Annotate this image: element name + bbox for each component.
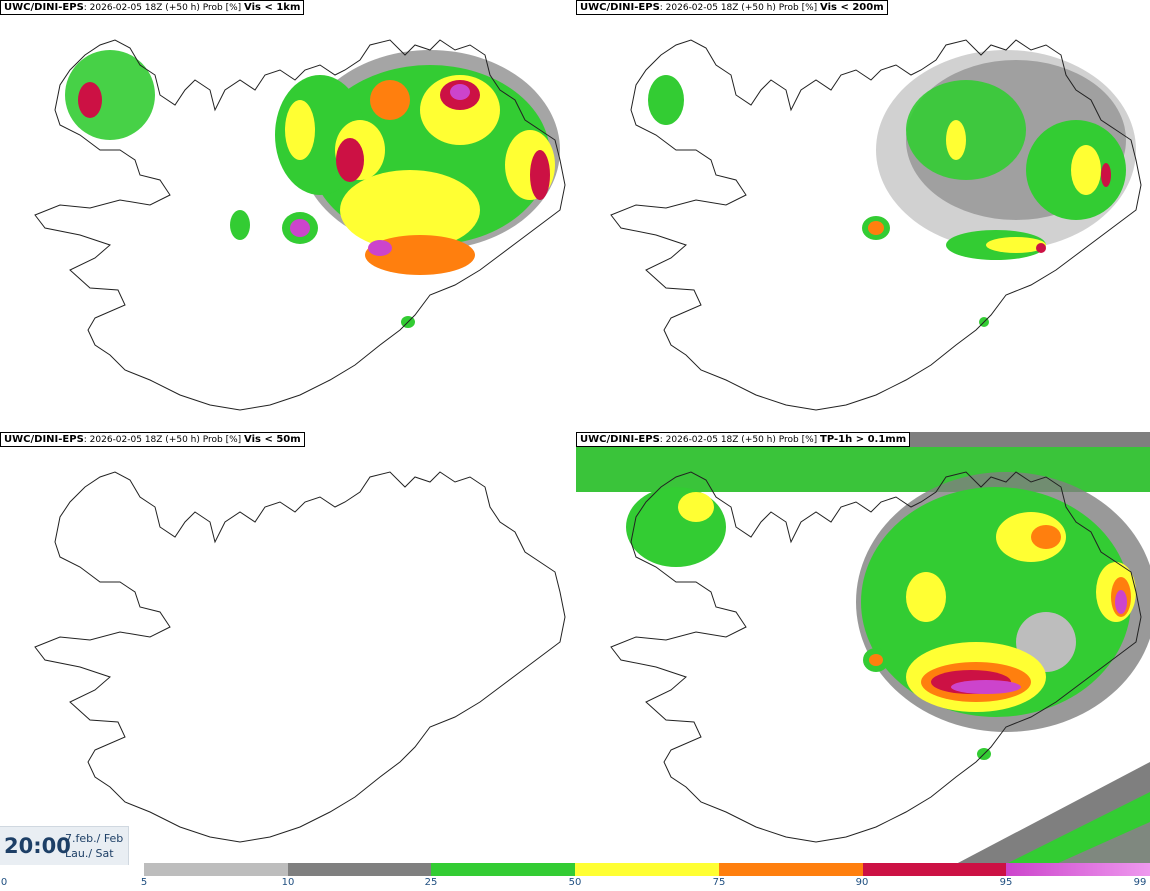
colorbar-tick: 10 <box>281 877 295 888</box>
map-panel-vis-50m: UWC/DINI-EPS: 2026-02-05 18Z (+50 h) Pro… <box>0 432 574 864</box>
colorbar-segment <box>862 863 1007 876</box>
variable-label: Vis < 1km <box>244 2 301 13</box>
panel-title: UWC/DINI-EPS: 2026-02-05 18Z (+50 h) Pro… <box>0 0 305 15</box>
variable-label: Vis < 200m <box>820 2 884 13</box>
valid-time-box: 20:00 7.feb./ Feb Lau./ Sat <box>0 826 129 865</box>
colorbar-segment <box>575 863 719 876</box>
panel-title: UWC/DINI-EPS: 2026-02-05 18Z (+50 h) Pro… <box>0 432 305 447</box>
colorbar-tick: 5 <box>140 877 148 888</box>
colorbar-tick: 95 <box>999 877 1013 888</box>
probability-colorbar <box>144 863 1150 876</box>
panel-title: UWC/DINI-EPS: 2026-02-05 18Z (+50 h) Pro… <box>576 0 888 15</box>
panel-title: UWC/DINI-EPS: 2026-02-05 18Z (+50 h) Pro… <box>576 432 911 447</box>
colorbar-segment <box>1006 863 1150 876</box>
probability-field <box>648 50 1136 327</box>
model-label: UWC/DINI-EPS <box>580 2 660 13</box>
valid-time-clock: 20:00 <box>4 834 71 858</box>
colorbar-tick: 90 <box>855 877 869 888</box>
colorbar-tick: 0 <box>0 877 8 888</box>
variable-label: Vis < 50m <box>244 434 301 445</box>
colorbar-segment <box>718 863 863 876</box>
map-panel-tp-1h: UWC/DINI-EPS: 2026-02-05 18Z (+50 h) Pro… <box>576 432 1150 864</box>
colorbar-tick: 25 <box>424 877 438 888</box>
valid-date: 7.feb./ Feb <box>65 832 124 845</box>
probability-map <box>576 432 1150 864</box>
model-label: UWC/DINI-EPS <box>4 434 84 445</box>
probability-map <box>34 471 566 843</box>
variable-label: TP-1h > 0.1mm <box>820 434 907 445</box>
colorbar-segment <box>287 863 432 876</box>
model-label: UWC/DINI-EPS <box>580 434 660 445</box>
probability-map <box>610 39 1142 411</box>
colorbar-segment <box>144 863 288 876</box>
valid-weekday: Lau./ Sat <box>65 847 114 860</box>
run-label: : 2026-02-05 18Z (+50 h) Prob [%] <box>659 3 818 13</box>
colorbar-tick: 99 <box>1133 877 1147 888</box>
probability-field <box>65 50 560 328</box>
run-label: : 2026-02-05 18Z (+50 h) Prob [%] <box>83 3 242 13</box>
colorbar-tick: 75 <box>712 877 726 888</box>
probability-map <box>34 39 566 411</box>
model-label: UWC/DINI-EPS <box>4 2 84 13</box>
run-label: : 2026-02-05 18Z (+50 h) Prob [%] <box>659 435 818 445</box>
colorbar-segment <box>431 863 576 876</box>
map-panel-vis-200m: UWC/DINI-EPS: 2026-02-05 18Z (+50 h) Pro… <box>576 0 1150 432</box>
map-panel-vis-1km: UWC/DINI-EPS: 2026-02-05 18Z (+50 h) Pro… <box>0 0 574 432</box>
probability-field <box>576 432 1150 864</box>
colorbar-tick: 50 <box>568 877 582 888</box>
run-label: : 2026-02-05 18Z (+50 h) Prob [%] <box>83 435 242 445</box>
